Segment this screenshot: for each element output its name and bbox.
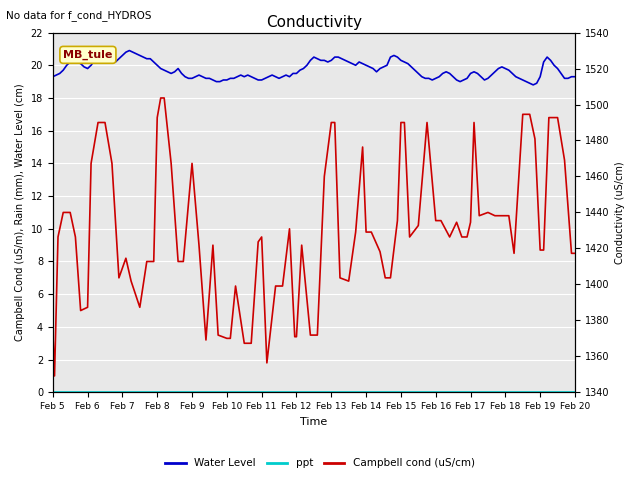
Legend: Water Level, ppt, Campbell cond (uS/cm): Water Level, ppt, Campbell cond (uS/cm) <box>161 454 479 472</box>
Text: No data for f_cond_HYDROS: No data for f_cond_HYDROS <box>6 10 152 21</box>
Text: MB_tule: MB_tule <box>63 50 113 60</box>
Y-axis label: Conductivity (uS/cm): Conductivity (uS/cm) <box>615 161 625 264</box>
X-axis label: Time: Time <box>300 417 328 427</box>
Y-axis label: Campbell Cond (uS/m), Rain (mm), Water Level (cm): Campbell Cond (uS/m), Rain (mm), Water L… <box>15 84 25 341</box>
Title: Conductivity: Conductivity <box>266 15 362 30</box>
